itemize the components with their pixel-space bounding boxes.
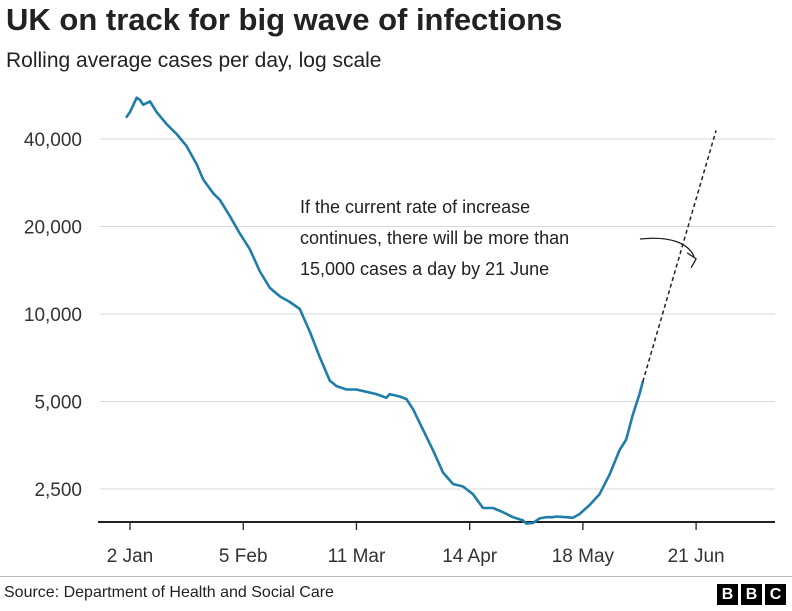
chart-title: UK on track for big wave of infections <box>6 2 563 37</box>
source-note: Source: Department of Health and Social … <box>4 584 334 601</box>
series-line <box>125 96 645 525</box>
annotation-text: 15,000 cases a day by 21 June <box>300 259 549 279</box>
gridlines <box>100 138 775 490</box>
y-tick-label: 10,000 <box>24 305 82 326</box>
y-axis-ticks: 40,000 20,000 10,000 5,000 2,500 <box>24 130 82 501</box>
projection-line <box>642 130 717 382</box>
bbc-logo: B B C <box>717 584 786 605</box>
annotation-text: If the current rate of increase <box>300 197 530 217</box>
x-axis-ticks: 2 Jan 5 Feb 11 Mar 14 Apr 18 May 21 Jun <box>107 522 725 567</box>
annotation-arrow <box>639 237 695 258</box>
annotation-arrowhead <box>686 252 697 269</box>
x-tick-label: 5 Feb <box>219 546 268 567</box>
annotation-text: continues, there will be more than <box>300 228 569 248</box>
x-tick-label: 14 Apr <box>442 546 498 567</box>
logo-letter: B <box>717 584 738 605</box>
y-tick-label: 40,000 <box>24 130 82 151</box>
logo-letter: B <box>741 584 762 605</box>
x-tick-label: 21 Jun <box>668 546 725 567</box>
chart-subtitle: Rolling average cases per day, log scale <box>6 49 382 72</box>
x-tick-label: 11 Mar <box>328 546 386 567</box>
footer-divider <box>0 576 792 577</box>
y-tick-label: 20,000 <box>24 218 82 239</box>
y-tick-label: 5,000 <box>34 393 82 414</box>
line-chart: 40,000 20,000 10,000 5,000 2,500 2 Jan 5 Feb 1… <box>24 96 775 567</box>
annotation: If the current rate of increase continues… <box>300 197 697 279</box>
x-tick-label: 2 Jan <box>107 546 153 567</box>
y-tick-label: 2,500 <box>34 480 82 501</box>
x-tick-label: 18 May <box>552 546 615 567</box>
logo-letter: C <box>765 584 786 605</box>
